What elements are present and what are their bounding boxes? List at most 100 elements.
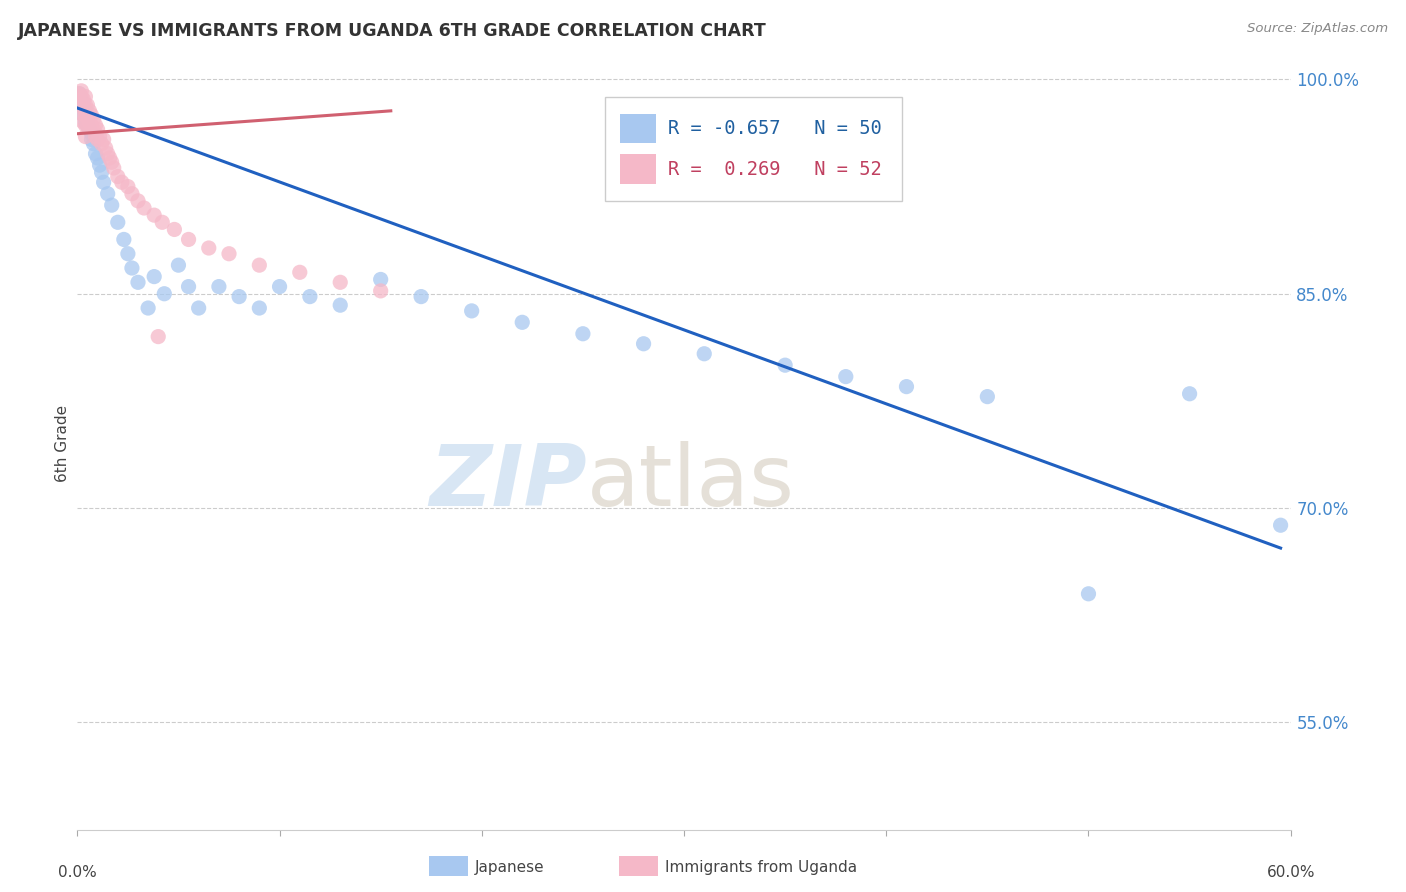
Bar — [620, 113, 657, 143]
Point — [208, 279, 231, 293]
Point — [896, 379, 918, 393]
Point — [86, 122, 108, 136]
Point — [269, 279, 291, 293]
Point — [75, 103, 97, 118]
Point — [67, 87, 90, 101]
Point — [136, 301, 159, 315]
Point — [93, 132, 115, 146]
Point — [76, 118, 98, 132]
Point — [298, 290, 321, 304]
Point — [167, 258, 190, 272]
Point — [103, 161, 125, 175]
Point — [107, 169, 129, 184]
Point — [83, 136, 105, 151]
Point — [633, 336, 655, 351]
Point — [79, 103, 101, 118]
Point — [121, 186, 143, 201]
Point — [218, 246, 240, 260]
Point — [89, 129, 111, 144]
Point — [93, 175, 115, 189]
Point — [1178, 386, 1201, 401]
Point — [370, 272, 392, 286]
Point — [72, 98, 94, 112]
Point — [89, 158, 111, 172]
Point — [94, 141, 117, 155]
Point — [67, 94, 90, 108]
Point — [72, 101, 94, 115]
Point — [75, 98, 97, 112]
Point — [329, 275, 352, 289]
Point — [107, 215, 129, 229]
Point — [79, 122, 101, 136]
Point — [83, 122, 105, 136]
Text: atlas: atlas — [586, 441, 794, 524]
Point — [67, 87, 90, 101]
Text: 0.0%: 0.0% — [58, 865, 97, 880]
Point — [75, 115, 97, 129]
Point — [75, 89, 97, 103]
Point — [127, 194, 149, 208]
Point — [112, 232, 135, 246]
FancyBboxPatch shape — [605, 96, 903, 201]
Point — [143, 208, 166, 222]
Point — [100, 155, 122, 169]
Point — [1077, 587, 1099, 601]
Point — [97, 186, 120, 201]
Point — [86, 151, 108, 165]
Point — [177, 232, 200, 246]
Point — [72, 108, 94, 122]
Bar — [620, 154, 657, 184]
Y-axis label: 6th Grade: 6th Grade — [55, 405, 70, 483]
Point — [773, 358, 796, 372]
Point — [177, 279, 200, 293]
Text: Source: ZipAtlas.com: Source: ZipAtlas.com — [1247, 22, 1388, 36]
Point — [329, 298, 352, 312]
Text: Japanese: Japanese — [475, 860, 546, 874]
Text: 60.0%: 60.0% — [1267, 865, 1315, 880]
Point — [835, 369, 858, 384]
Point — [72, 92, 94, 106]
Point — [70, 94, 93, 108]
Point — [80, 108, 103, 122]
Point — [121, 260, 143, 275]
Point — [187, 301, 209, 315]
Point — [97, 146, 120, 161]
Point — [70, 84, 93, 98]
Point — [72, 115, 94, 129]
Point — [76, 108, 98, 122]
Point — [75, 129, 97, 144]
Point — [510, 315, 533, 329]
Point — [228, 290, 250, 304]
Point — [80, 118, 103, 132]
Text: Immigrants from Uganda: Immigrants from Uganda — [665, 860, 858, 874]
Point — [83, 112, 105, 127]
Point — [117, 179, 139, 194]
Point — [90, 165, 112, 179]
Point — [197, 241, 219, 255]
Text: JAPANESE VS IMMIGRANTS FROM UGANDA 6TH GRADE CORRELATION CHART: JAPANESE VS IMMIGRANTS FROM UGANDA 6TH G… — [18, 22, 768, 40]
Point — [117, 246, 139, 260]
Point — [84, 129, 107, 144]
Point — [148, 329, 170, 343]
Point — [72, 108, 94, 122]
Text: ZIP: ZIP — [429, 441, 586, 524]
Point — [84, 146, 107, 161]
Point — [411, 290, 433, 304]
Point — [127, 275, 149, 289]
Point — [70, 89, 93, 103]
Point — [150, 215, 173, 229]
Point — [75, 108, 97, 122]
Point — [100, 198, 122, 212]
Point — [143, 269, 166, 284]
Point — [80, 127, 103, 141]
Point — [70, 98, 93, 112]
Point — [76, 118, 98, 132]
Point — [288, 265, 311, 279]
Point — [693, 347, 716, 361]
Point — [370, 284, 392, 298]
Text: R =  0.269   N = 52: R = 0.269 N = 52 — [668, 160, 882, 178]
Point — [76, 98, 98, 112]
Point — [247, 258, 270, 272]
Point — [98, 151, 121, 165]
Point — [76, 112, 98, 127]
